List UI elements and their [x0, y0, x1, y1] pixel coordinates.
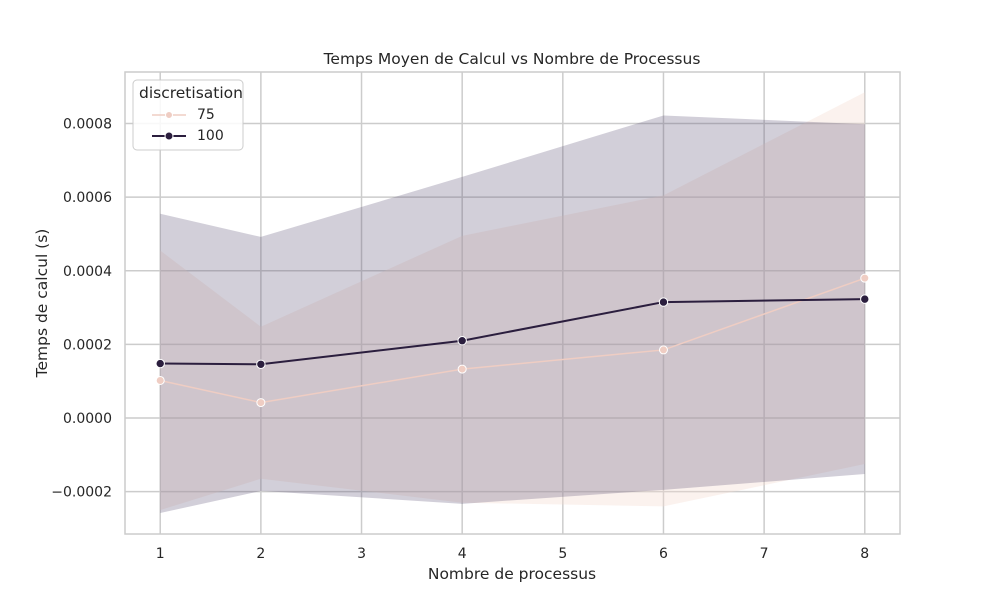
- confidence-band-100: [160, 115, 865, 514]
- x-tick-label: 6: [659, 546, 668, 562]
- grid-layer: [125, 72, 900, 534]
- x-tick-label: 4: [458, 546, 467, 562]
- y-tick-label: 0.0002: [63, 337, 112, 353]
- legend: discretisation 75 100: [132, 79, 244, 151]
- y-tick-label: 0.0004: [63, 264, 112, 280]
- data-point-75: [256, 398, 266, 408]
- data-point-75: [155, 375, 165, 385]
- data-point-75: [860, 273, 870, 283]
- plot-background: [125, 72, 900, 534]
- chart-title: Temps Moyen de Calcul vs Nombre de Proce…: [323, 50, 701, 68]
- data-point-75: [658, 345, 668, 355]
- legend-label-100: 100: [197, 128, 224, 144]
- y-tick-label: 0.0006: [63, 190, 112, 206]
- legend-box: [132, 79, 244, 151]
- data-point-100: [457, 336, 467, 346]
- data-point-100: [155, 358, 165, 369]
- data-point-100: [658, 297, 669, 307]
- x-tick-label: 5: [558, 546, 567, 562]
- x-tick-label: 8: [860, 546, 869, 562]
- data-point-100: [860, 294, 870, 304]
- legend-label-75: 75: [197, 107, 215, 123]
- data-point-100: [256, 359, 266, 369]
- y-tick-label: −0.0002: [51, 485, 112, 501]
- y-tick-label: 0.0008: [63, 117, 112, 133]
- x-tick-label: 1: [156, 546, 165, 562]
- series-lines: [155, 273, 870, 408]
- x-tick-label: 2: [256, 546, 265, 562]
- legend-marker-75: [165, 111, 173, 119]
- confidence-bands: [160, 92, 865, 514]
- data-point-75: [457, 364, 467, 374]
- plot-frame: [124, 71, 901, 535]
- legend-marker-100: [164, 131, 174, 141]
- confidence-band-75: [160, 92, 865, 511]
- x-tick-label: 7: [760, 546, 769, 562]
- y-axis-label: Temps de calcul (s): [33, 229, 51, 379]
- legend-title: discretisation: [139, 84, 243, 102]
- x-tick-label: 3: [357, 546, 366, 562]
- tick-labels: 1 2 3 4 5 6 7 8 −0.0002 0.0000 0.0002 0.0004 0.0006 0…: [51, 117, 869, 562]
- x-axis-label: Nombre de processus: [428, 565, 596, 583]
- y-tick-label: 0.0000: [63, 411, 112, 427]
